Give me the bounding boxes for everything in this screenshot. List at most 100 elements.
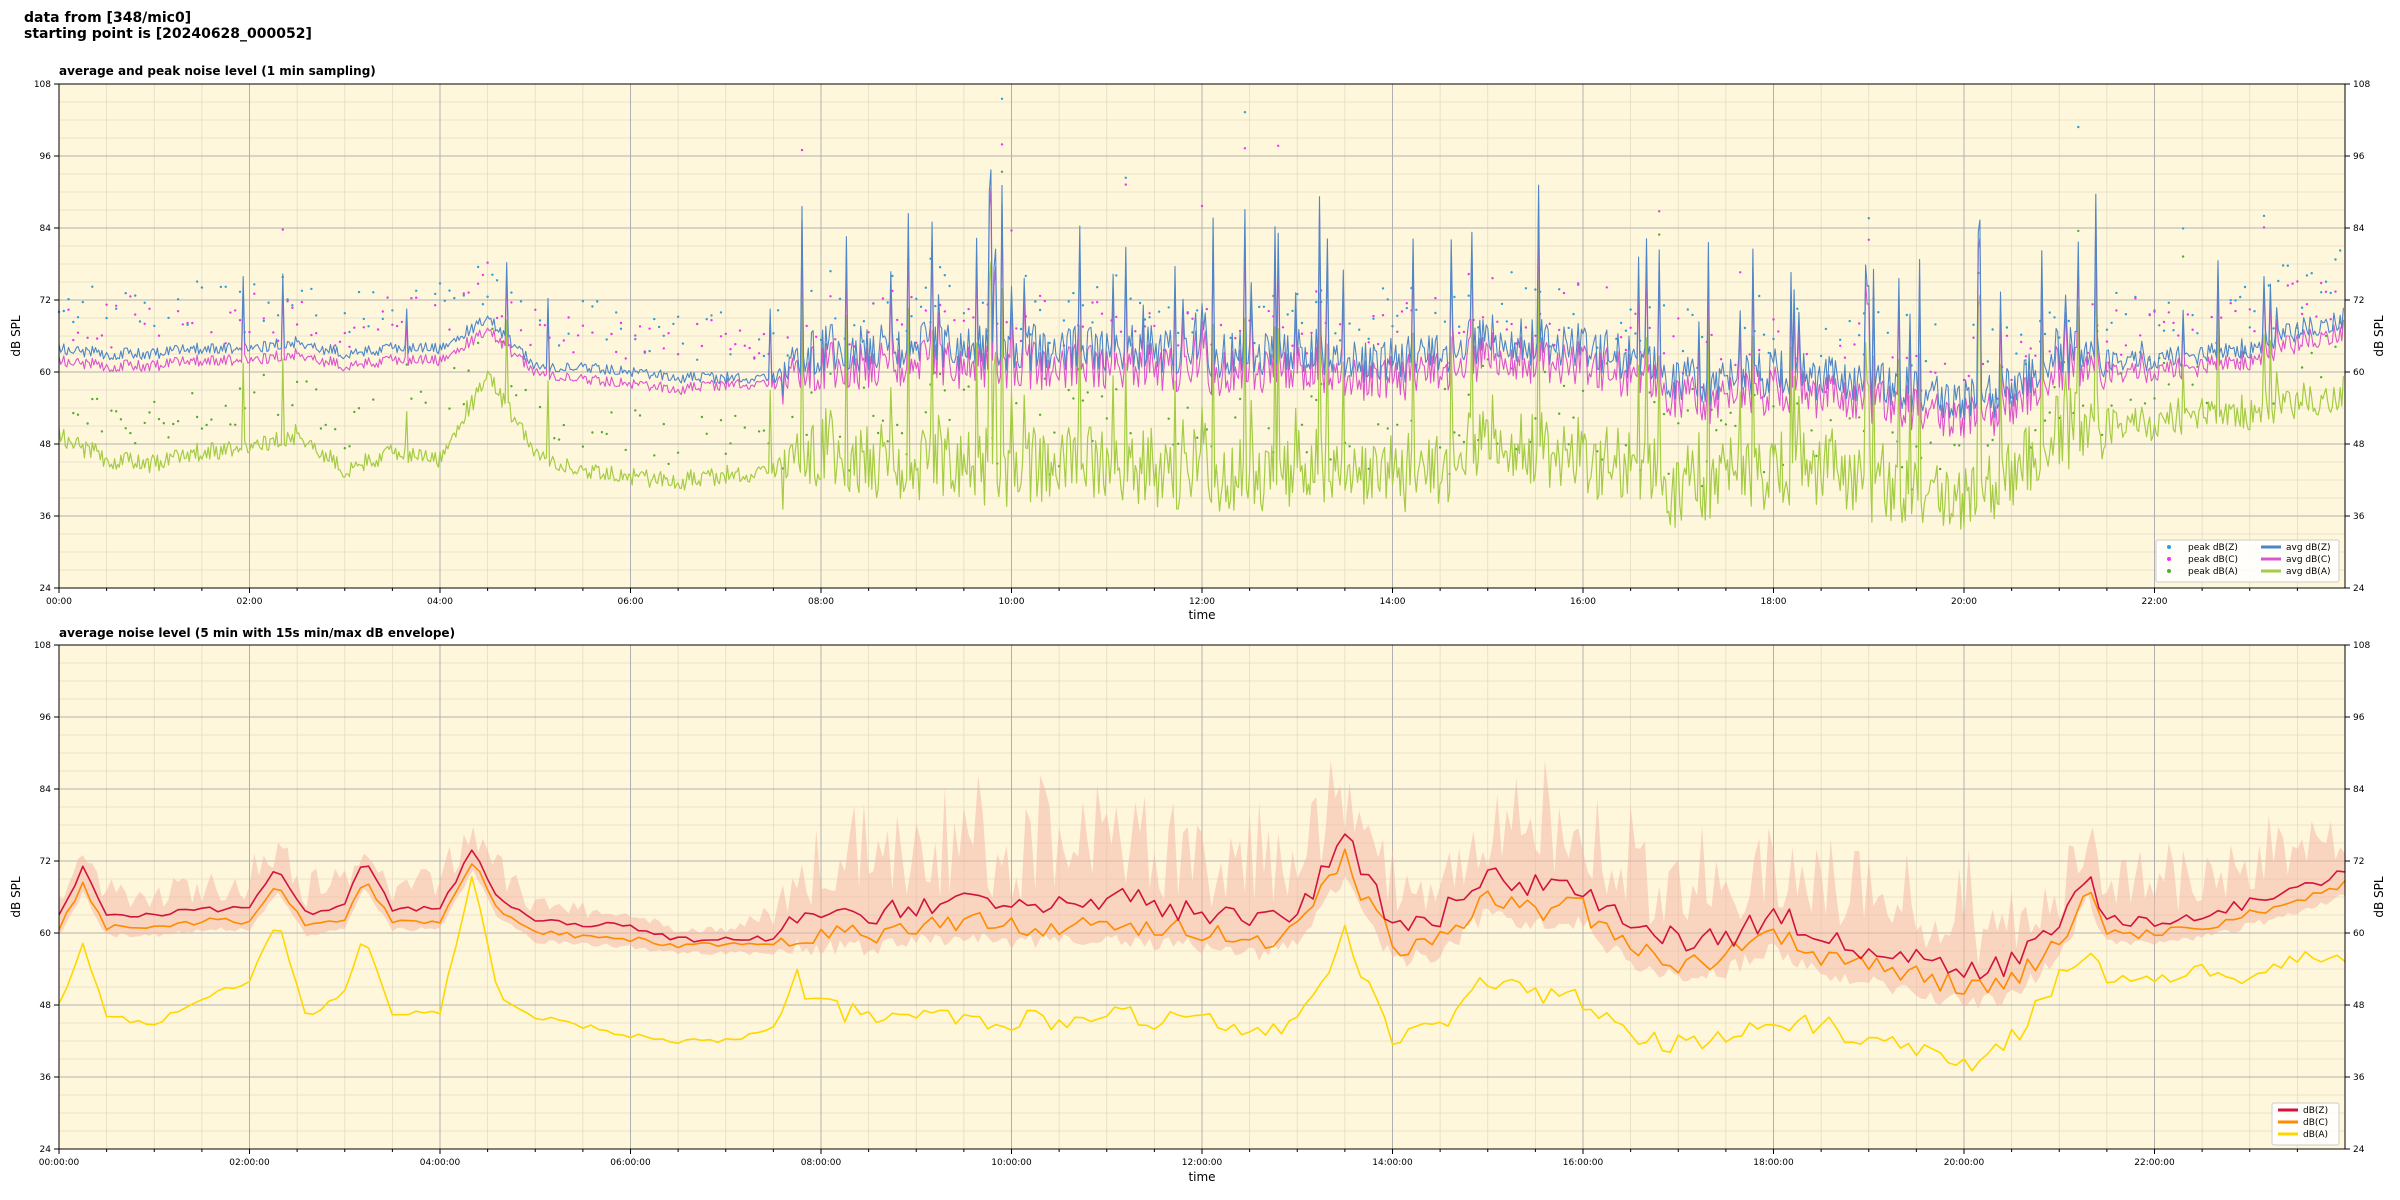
peak-point [1358,328,1361,331]
peak-point [581,324,585,327]
peak-point [1438,446,1442,449]
peak-point [2129,398,2132,401]
peak-point [1934,371,1937,374]
peak-point [615,311,618,314]
x-tick-label: 22:00:00 [2134,1158,2175,1168]
peak-point [1824,327,1828,331]
peak-point [1748,353,1751,356]
x-tick-label: 00:00 [46,597,72,607]
peak-point [615,350,618,354]
peak-point [1758,348,1761,352]
peak-point [1381,314,1385,317]
peak-point [1205,307,1209,311]
x-tick-label: 04:00 [427,597,453,607]
peak-point [1796,402,1799,405]
peak-point [1924,359,1928,363]
peak-point [1100,312,1104,315]
legend-marker [2167,545,2171,549]
peak-point [815,335,818,338]
peak-point [962,312,966,315]
peak-point [1119,330,1123,333]
peak-point [834,317,837,320]
peak-point [1234,416,1237,419]
peak-point [1177,344,1180,347]
peak-point [672,322,675,326]
peak-point [1267,309,1270,313]
peak-point [495,279,499,282]
peak-point [1886,331,1890,334]
peak-point [1848,319,1851,323]
peak-point [1043,377,1047,380]
peak-point [572,351,575,354]
peak-point [943,310,946,313]
peak-point [2191,328,2194,331]
peak-point [700,344,704,348]
peak-point [1929,441,1932,444]
peak-point [1724,423,1728,426]
peak-point [1562,384,1566,388]
peak-point [1462,330,1466,334]
peak-point [910,315,913,318]
peak-point [1315,300,1318,304]
peak-point [1629,326,1632,329]
peak-point [1572,416,1575,419]
peak-point [372,398,375,401]
peak-point [391,323,394,326]
peak-point [1310,331,1313,335]
peak-point [786,336,789,339]
peak-point [1096,301,1099,304]
peak-point [1196,436,1199,439]
peak-point [67,308,70,311]
peak-point [205,423,208,427]
peak-point [2286,264,2289,267]
peak-point [1991,328,1994,331]
peak-point [862,320,866,323]
peak-point [2300,366,2304,369]
y-tick-label: 108 [2353,80,2370,90]
peak-point [738,329,742,332]
y-tick-label: 60 [40,929,52,939]
peak-point [1067,388,1070,392]
peak-point [900,432,904,435]
peak-point [829,372,832,375]
peak-point [1010,229,1013,232]
peak-point [557,344,561,347]
peak-point [2029,347,2032,350]
series-line-avgdba [58,248,2344,530]
peak-point [972,316,975,319]
peak-point [1019,327,1023,331]
peak-point [1067,300,1070,303]
peak-point [153,400,156,404]
peak-point [519,329,523,332]
peak-point [2248,308,2251,311]
peak-point [1129,432,1132,435]
peak-point [1305,451,1309,454]
peak-point [786,354,789,357]
y-axis-label: dB SPL [9,315,23,357]
peak-point [343,331,346,335]
x-tick-label: 16:00 [1570,597,1596,607]
peak-point [367,325,370,328]
peak-point [1453,431,1456,434]
peak-point [848,343,851,346]
peak-point [315,388,318,391]
peak-point [72,338,75,342]
peak-point [167,436,170,439]
peak-point [676,451,680,454]
peak-point [1177,442,1180,445]
peak-point [2100,433,2104,437]
peak-point [1567,326,1570,330]
peak-point [1372,314,1375,318]
peak-point [1405,306,1409,310]
peak-point [2020,333,2023,336]
peak-point [648,349,651,353]
peak-point [1839,338,1842,341]
peak-point [662,334,665,337]
peak-point [1662,412,1666,416]
peak-point [1972,336,1975,339]
x-tick-label: 14:00:00 [1372,1158,1413,1168]
peak-point [2300,306,2304,309]
peak-point [491,273,494,276]
peak-point [519,300,523,303]
peak-point [624,448,627,452]
